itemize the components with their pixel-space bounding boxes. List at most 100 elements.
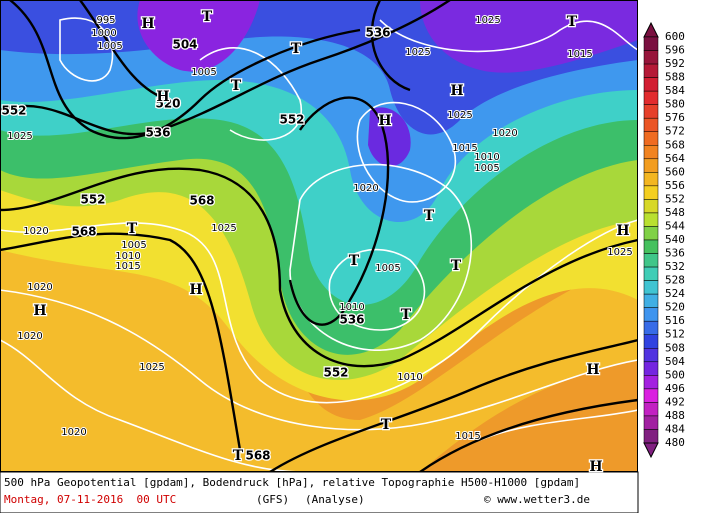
pressure-center: H xyxy=(189,282,202,298)
pressure-label: 1015 xyxy=(567,49,592,60)
pressure-label: 1025 xyxy=(211,223,236,234)
footer-credit: © www.wetter3.de xyxy=(484,493,590,506)
colorbar-arrow-bottom xyxy=(643,442,659,459)
colorbar-label: 512 xyxy=(665,328,685,341)
colorbar-cell xyxy=(643,280,659,295)
contour-label: 536 xyxy=(365,26,390,40)
colorbar-cell xyxy=(643,429,659,444)
pressure-center: T xyxy=(202,9,213,25)
colorbar-label: 556 xyxy=(665,179,685,192)
colorbar-label: 580 xyxy=(665,98,685,111)
colorbar-cell xyxy=(643,158,659,173)
colorbar-label: 524 xyxy=(665,287,685,300)
pressure-center: H xyxy=(586,362,599,378)
pressure-center: T xyxy=(291,41,302,57)
colorbar-cell xyxy=(643,226,659,241)
colorbar-cell xyxy=(643,348,659,363)
colorbar-cell xyxy=(643,239,659,254)
footer-box xyxy=(0,471,639,514)
colorbar-label: 492 xyxy=(665,395,685,408)
colorbar-label: 488 xyxy=(665,409,685,422)
contour-label: 504 xyxy=(172,38,197,52)
pressure-label: 1020 xyxy=(61,427,86,438)
colorbar-label: 572 xyxy=(665,125,685,138)
colorbar-cell xyxy=(643,199,659,214)
pressure-center: T xyxy=(401,307,412,323)
contour-label: 552 xyxy=(279,113,304,127)
pressure-center: T xyxy=(451,258,462,274)
colorbar-cell xyxy=(643,253,659,268)
colorbar-arrow-top xyxy=(643,21,659,38)
pressure-center: H xyxy=(33,303,46,319)
contour-label: 552 xyxy=(80,193,105,207)
colorbar-label: 520 xyxy=(665,301,685,314)
colorbar: 6005965925885845805765725685645605565525… xyxy=(643,21,685,459)
pressure-label: 1005 xyxy=(121,240,146,251)
colorbar-cell xyxy=(643,388,659,403)
contour-label: 568 xyxy=(189,194,214,208)
pressure-label: 995 xyxy=(96,15,115,26)
colorbar-label: 548 xyxy=(665,206,685,219)
pressure-label: 1005 xyxy=(97,41,122,52)
colorbar-cell xyxy=(643,63,659,78)
pressure-label: 1020 xyxy=(23,226,48,237)
pressure-label: 1005 xyxy=(474,163,499,174)
colorbar-label: 540 xyxy=(665,233,685,246)
contour-label: 552 xyxy=(323,366,348,380)
colorbar-cell xyxy=(643,402,659,417)
contour-label: 536 xyxy=(339,313,364,327)
pressure-label: 1020 xyxy=(27,282,52,293)
colorbar-label: 500 xyxy=(665,368,685,381)
pressure-label: 1025 xyxy=(7,131,32,142)
colorbar-label: 496 xyxy=(665,382,685,395)
colorbar-label: 484 xyxy=(665,422,685,435)
pressure-label: 1025 xyxy=(405,47,430,58)
pressure-center: H xyxy=(616,223,629,239)
colorbar-cell xyxy=(643,293,659,308)
pressure-label: 1025 xyxy=(447,110,472,121)
colorbar-label: 592 xyxy=(665,57,685,70)
colorbar-cell xyxy=(643,334,659,349)
pressure-label: 1010 xyxy=(397,372,422,383)
colorbar-label: 504 xyxy=(665,355,685,368)
colorbar-label: 552 xyxy=(665,192,685,205)
colorbar-label: 576 xyxy=(665,111,685,124)
colorbar-label: 544 xyxy=(665,219,685,232)
colorbar-label: 588 xyxy=(665,71,685,84)
map-area xyxy=(0,0,638,472)
colorbar-cell xyxy=(643,185,659,200)
pressure-center: T xyxy=(567,14,578,30)
colorbar-label: 584 xyxy=(665,84,685,97)
contour-label: 520 xyxy=(155,97,180,111)
pressure-label: 1015 xyxy=(115,261,140,272)
pressure-label: 1020 xyxy=(492,128,517,139)
colorbar-label: 596 xyxy=(665,44,685,57)
colorbar-cell xyxy=(643,50,659,65)
colorbar-label: 600 xyxy=(665,30,685,43)
pressure-center: H xyxy=(141,16,154,32)
pressure-center: H xyxy=(156,89,169,105)
footer-description: 500 hPa Geopotential [gpdam], Bodendruck… xyxy=(4,476,580,489)
pressure-label: 1020 xyxy=(353,183,378,194)
colorbar-cell xyxy=(643,361,659,376)
field-purple xyxy=(420,0,638,73)
pressure-label: 1025 xyxy=(607,247,632,258)
pressure-label: 1010 xyxy=(474,152,499,163)
colorbar-cell xyxy=(643,415,659,430)
contour-label: 536 xyxy=(145,126,170,140)
colorbar-cell xyxy=(643,320,659,335)
colorbar-cell xyxy=(643,131,659,146)
colorbar-cell xyxy=(643,375,659,390)
contour-label: 552 xyxy=(1,104,26,118)
colorbar-cell xyxy=(643,266,659,281)
colorbar-cell xyxy=(643,212,659,227)
colorbar-label: 508 xyxy=(665,341,685,354)
pressure-center: T xyxy=(381,417,392,433)
pressure-center: H xyxy=(378,113,391,129)
colorbar-label: 536 xyxy=(665,247,685,260)
footer-run: (Analyse) xyxy=(305,493,365,506)
pressure-label: 1005 xyxy=(191,67,216,78)
pressure-label: 1020 xyxy=(17,331,42,342)
pressure-label: 1010 xyxy=(115,251,140,262)
